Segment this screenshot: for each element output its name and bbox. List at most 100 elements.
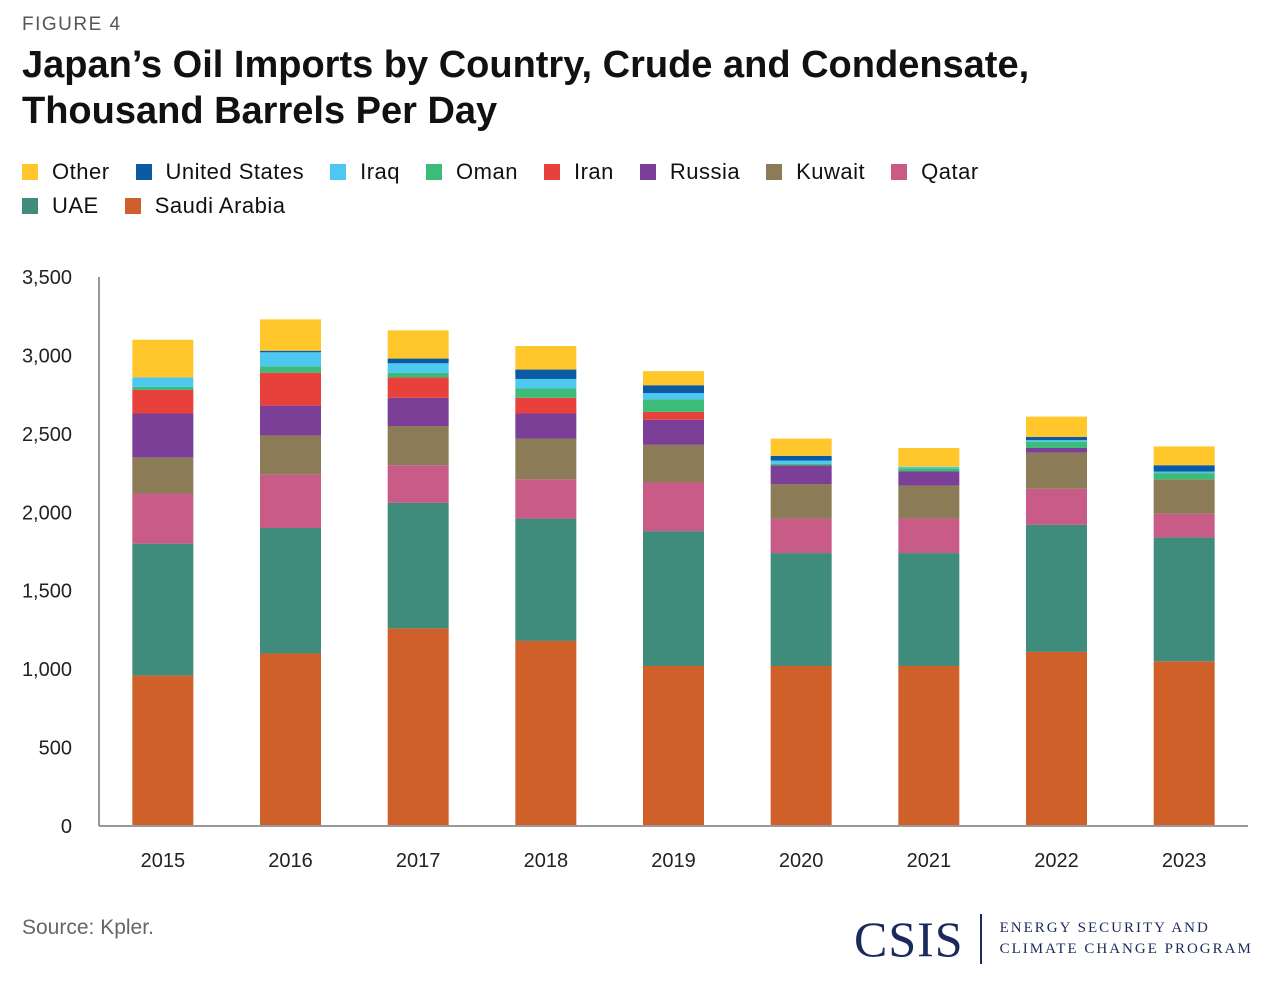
logo-program: ENERGY SECURITY AND CLIMATE CHANGE PROGR…	[1000, 918, 1253, 960]
y-tick-label: 0	[61, 816, 72, 838]
legend-swatch	[426, 164, 443, 180]
bar-segment	[1153, 465, 1215, 472]
x-tick-label: 2018	[524, 850, 569, 872]
bar-segment	[387, 502, 449, 629]
bar-segment	[898, 553, 960, 667]
bar-segment	[643, 371, 704, 386]
legend-item: Qatar	[891, 159, 979, 185]
bar-segment	[260, 352, 321, 367]
legend-item: Russia	[639, 159, 740, 185]
x-tick-label: 2016	[268, 850, 313, 872]
bar-segment	[1026, 441, 1087, 448]
bar-segment	[1153, 537, 1215, 662]
logo-mark: CSIS	[854, 911, 964, 967]
legend-item: UAE	[22, 193, 99, 219]
bar-segment	[770, 463, 832, 466]
bar-segment	[643, 444, 704, 483]
legend-swatch	[639, 164, 656, 180]
bar-segment	[515, 397, 577, 414]
bar-segment	[1026, 651, 1087, 826]
bar-segment	[1026, 436, 1087, 441]
legend-label: Oman	[456, 159, 518, 184]
bar-segment	[1153, 661, 1215, 826]
bar-segment	[515, 413, 577, 439]
bar-segment	[898, 466, 960, 469]
bar-segment	[770, 553, 832, 667]
y-tick-label: 3,500	[22, 267, 72, 289]
legend-label: UAE	[52, 193, 99, 218]
legend-label: Kuwait	[796, 159, 866, 184]
bar-segment	[770, 465, 832, 485]
bar-segment	[1026, 416, 1087, 437]
y-tick-label: 500	[39, 738, 72, 760]
bar-segment	[515, 346, 577, 370]
legend-label: Other	[52, 159, 110, 184]
bar-segment	[1026, 452, 1087, 489]
bar-segment	[132, 377, 194, 387]
legend-item: Iraq	[330, 159, 400, 185]
bar-segment	[260, 653, 321, 826]
bar-segment	[387, 363, 449, 373]
bar-segment	[1153, 473, 1215, 480]
bar-segment	[515, 378, 577, 389]
legend-swatch	[891, 164, 908, 180]
bar-segment	[770, 666, 832, 826]
bar-segment	[132, 675, 194, 826]
bar-segment	[643, 399, 704, 412]
legend-row: Other United States Iraq Oman Iran Russia Kuwa…	[22, 155, 1022, 189]
legend-swatch	[22, 198, 38, 214]
logo-program-line-2: CLIMATE CHANGE PROGRAM	[999, 941, 1253, 957]
bar-segment	[260, 405, 321, 436]
legend-swatch	[135, 164, 152, 180]
bar-segment	[643, 666, 704, 826]
bar-segment	[515, 518, 577, 641]
bar-segment	[898, 485, 960, 519]
bar-segment	[1026, 440, 1087, 442]
legend-swatch	[22, 164, 38, 180]
bar-segment	[387, 465, 449, 503]
bar-segment	[515, 640, 577, 826]
stacked-bar-chart: 0 500 1,000 1,500 2,000 2,500 3,000 3,500 2015 20…	[22, 267, 1248, 872]
bar-segment	[260, 372, 321, 406]
bar-segment	[770, 484, 832, 519]
bar-segment	[770, 438, 832, 456]
bar-segment	[387, 397, 449, 427]
legend-label: Qatar	[921, 159, 979, 184]
x-tick-label: 2023	[1162, 850, 1207, 872]
bar-segment	[132, 339, 194, 378]
bar-segment	[387, 330, 449, 359]
bar-segment	[387, 628, 449, 826]
x-tick-label: 2015	[141, 850, 186, 872]
source-note: Source: Kpler.	[22, 916, 154, 939]
chart-title: Japan’s Oil Imports by Country, Crude an…	[22, 44, 1030, 132]
y-tick-label: 2,500	[22, 424, 72, 446]
legend-item: Kuwait	[766, 159, 865, 185]
legend-item: Other	[22, 159, 110, 185]
bar-segment	[132, 386, 194, 390]
bar-segment	[770, 460, 832, 464]
bar-segment	[643, 531, 704, 667]
bar-segment	[387, 377, 449, 398]
bar-segment	[898, 518, 960, 554]
bar-segment	[898, 471, 960, 486]
legend-swatch	[330, 164, 347, 180]
bar-segment	[643, 482, 704, 532]
bar-segment	[387, 358, 449, 364]
bar-segment	[898, 468, 960, 472]
bar-segment	[770, 455, 832, 461]
bar-segment	[643, 419, 704, 445]
legend-swatch	[543, 164, 560, 180]
bar-segment	[898, 447, 960, 467]
bar-segment	[1153, 479, 1215, 514]
legend-swatch	[766, 164, 783, 180]
csis-logo: CSIS ENERGY SECURITY AND CLIMATE CHANGE …	[854, 912, 1253, 966]
bar-segment	[132, 457, 194, 494]
bar-segment	[515, 438, 577, 480]
legend-item: Saudi Arabia	[124, 193, 286, 219]
legend-item: Oman	[426, 159, 518, 185]
bar-segment	[515, 388, 577, 398]
bar-segment	[1153, 446, 1215, 466]
legend-label: United States	[165, 159, 305, 184]
legend-item: United States	[135, 159, 305, 185]
bar-segment	[132, 543, 194, 676]
